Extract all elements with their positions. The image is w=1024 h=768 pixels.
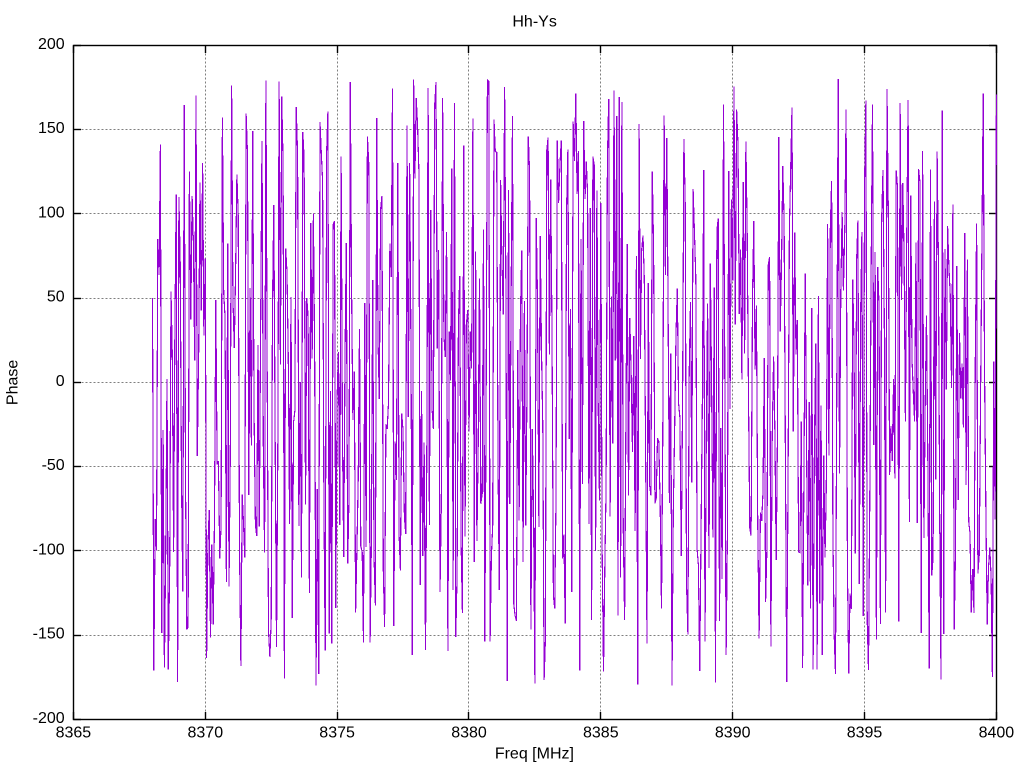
svg-text:200: 200 [38,36,65,53]
svg-text:8400: 8400 [979,725,1015,742]
svg-text:8375: 8375 [319,725,355,742]
svg-text:-150: -150 [33,626,65,643]
svg-text:Freq [MHz]: Freq [MHz] [495,745,574,762]
svg-text:150: 150 [38,120,65,137]
svg-text:100: 100 [38,204,65,221]
svg-text:8365: 8365 [56,725,92,742]
svg-text:Phase: Phase [5,360,22,405]
svg-text:0: 0 [56,373,65,390]
svg-text:8370: 8370 [188,725,224,742]
svg-text:-100: -100 [33,541,65,558]
svg-text:8380: 8380 [451,725,487,742]
svg-text:-50: -50 [42,457,65,474]
svg-text:-200: -200 [33,710,65,727]
svg-text:Hh-Ys: Hh-Ys [512,13,556,30]
svg-text:8395: 8395 [847,725,883,742]
svg-text:8390: 8390 [715,725,751,742]
svg-text:8385: 8385 [583,725,619,742]
svg-text:50: 50 [47,289,65,306]
